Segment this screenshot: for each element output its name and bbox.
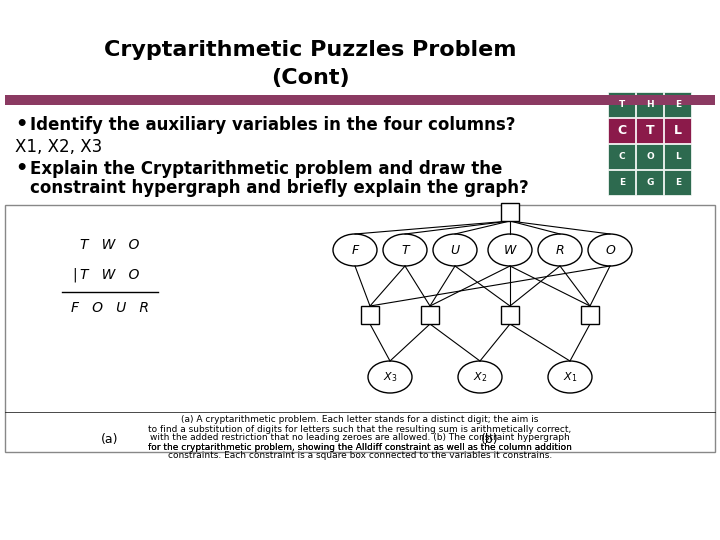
FancyBboxPatch shape	[5, 205, 715, 452]
Text: U: U	[451, 244, 459, 256]
Text: F: F	[351, 244, 359, 256]
FancyBboxPatch shape	[501, 203, 519, 221]
Text: C: C	[618, 124, 626, 137]
Text: E: E	[675, 100, 681, 109]
Text: $X_2$: $X_2$	[473, 370, 487, 384]
FancyBboxPatch shape	[421, 306, 439, 324]
FancyBboxPatch shape	[501, 306, 519, 324]
Text: H: H	[646, 100, 654, 109]
Text: L: L	[675, 152, 681, 161]
Text: |: |	[73, 268, 77, 282]
FancyBboxPatch shape	[636, 144, 663, 169]
Text: for the cryptarithmetic problem, showing the Alldiff constraint as well as the c: for the cryptarithmetic problem, showing…	[148, 442, 572, 451]
Text: E: E	[675, 178, 681, 187]
Text: E: E	[619, 178, 625, 187]
Text: T: T	[619, 100, 625, 109]
Text: L: L	[674, 124, 682, 137]
Text: O: O	[646, 152, 654, 161]
Text: Cryptarithmetic Puzzles Problem: Cryptarithmetic Puzzles Problem	[104, 40, 516, 60]
Text: to find a substitution of digits for letters such that the resulting sum is arit: to find a substitution of digits for let…	[148, 424, 572, 434]
Text: $X_3$: $X_3$	[383, 370, 397, 384]
FancyBboxPatch shape	[608, 92, 635, 117]
Text: with the added restriction that no leading zeroes are allowed. (b) The constrain: with the added restriction that no leadi…	[150, 434, 570, 442]
Text: F   O   U   R: F O U R	[71, 301, 149, 315]
Text: constraint hypergraph and briefly explain the graph?: constraint hypergraph and briefly explai…	[30, 179, 528, 197]
Text: Identify the auxiliary variables in the four columns?: Identify the auxiliary variables in the …	[30, 116, 516, 134]
FancyBboxPatch shape	[636, 118, 663, 143]
Text: T: T	[401, 244, 409, 256]
FancyBboxPatch shape	[636, 92, 663, 117]
FancyBboxPatch shape	[664, 118, 691, 143]
Text: Explain the Cryptarithmetic problem and draw the: Explain the Cryptarithmetic problem and …	[30, 160, 503, 178]
Text: T: T	[646, 124, 654, 137]
FancyBboxPatch shape	[636, 170, 663, 195]
Text: T   W   O: T W O	[81, 238, 140, 252]
FancyBboxPatch shape	[581, 306, 599, 324]
Text: (a): (a)	[102, 434, 119, 447]
Text: O: O	[605, 244, 615, 256]
Text: X1, X2, X3: X1, X2, X3	[15, 138, 102, 156]
Text: $X_1$: $X_1$	[563, 370, 577, 384]
FancyBboxPatch shape	[664, 92, 691, 117]
FancyBboxPatch shape	[608, 118, 635, 143]
Text: for the cryptarithmetic problem, showing the Alldiff constraint as well as the c: for the cryptarithmetic problem, showing…	[148, 442, 572, 451]
FancyBboxPatch shape	[664, 144, 691, 169]
Text: C: C	[618, 152, 625, 161]
Text: (a) A cryptarithmetic problem. Each letter stands for a distinct digit; the aim : (a) A cryptarithmetic problem. Each lett…	[181, 415, 539, 424]
FancyBboxPatch shape	[664, 170, 691, 195]
FancyBboxPatch shape	[361, 306, 379, 324]
Text: (Cont): (Cont)	[271, 68, 349, 88]
Text: W: W	[504, 244, 516, 256]
FancyBboxPatch shape	[608, 170, 635, 195]
Text: •: •	[15, 159, 27, 179]
FancyBboxPatch shape	[608, 144, 635, 169]
Text: (b): (b)	[481, 434, 499, 447]
Text: T   W   O: T W O	[81, 268, 140, 282]
Text: R: R	[556, 244, 564, 256]
FancyBboxPatch shape	[5, 95, 715, 105]
Text: constraints. Each constraint is a square box connected to the variables it const: constraints. Each constraint is a square…	[168, 451, 552, 461]
Text: •: •	[15, 116, 27, 134]
Text: G: G	[647, 178, 654, 187]
